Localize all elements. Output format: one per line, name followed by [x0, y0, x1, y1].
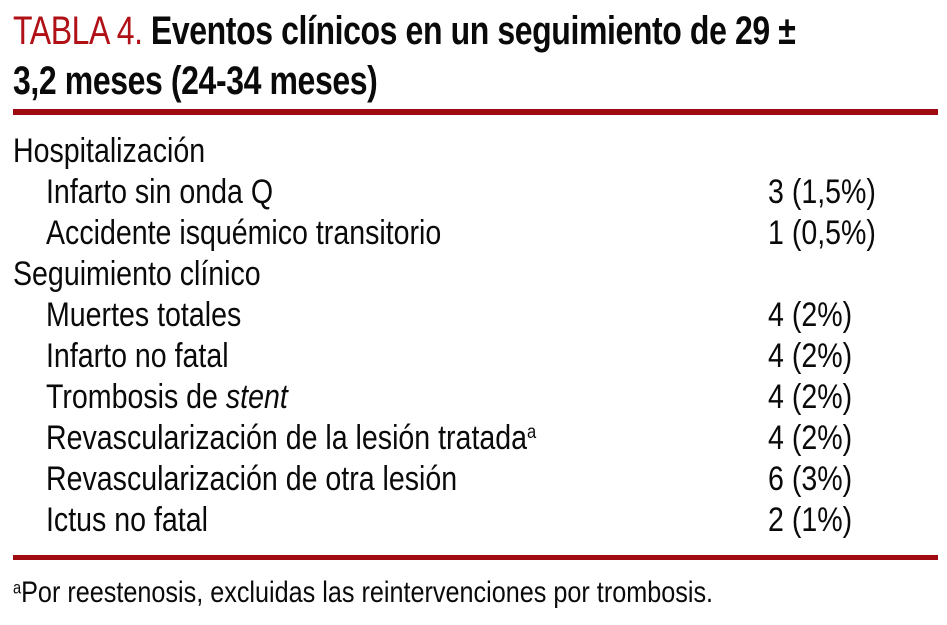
- bottom-divider: [13, 555, 938, 560]
- row-label-text: Revascularización de la lesión tratada: [46, 419, 528, 457]
- table-row: Ictus no fatal 2 (1%): [13, 500, 938, 541]
- table-title-line-2: 3,2 meses (24-34 meses): [13, 56, 938, 106]
- top-divider: [13, 109, 938, 115]
- table-row: Muertes totales 4 (2%): [13, 295, 938, 336]
- row-label: Muertes totales: [46, 296, 242, 334]
- row-label: Infarto sin onda Q: [46, 173, 274, 211]
- row-value: 4 (2%): [768, 337, 853, 375]
- table-footnote: aPor reestenosis, excluidas las reinterv…: [13, 573, 938, 613]
- table-title-text-2: 3,2 meses (24-34 meses): [13, 59, 378, 103]
- table-row: Revascularización de otra lesión 6 (3%): [13, 459, 938, 500]
- table-row: Revascularización de la lesión tratadaa …: [13, 418, 938, 459]
- row-value: 4 (2%): [768, 419, 853, 457]
- table-row: Infarto sin onda Q 3 (1,5%): [13, 172, 938, 213]
- row-label: Seguimiento clínico: [13, 255, 261, 293]
- row-value: 2 (1%): [768, 501, 853, 539]
- row-label: Ictus no fatal: [46, 501, 208, 539]
- row-label: Hospitalización: [13, 132, 206, 170]
- row-value: 6 (3%): [768, 460, 853, 498]
- footnote-marker: a: [13, 577, 22, 598]
- row-label: Revascularización de la lesión tratadaa: [46, 418, 536, 459]
- row-value: 1 (0,5%): [768, 214, 876, 252]
- table-row: Infarto no fatal 4 (2%): [13, 336, 938, 377]
- table-title-text-1: Eventos clínicos en un seguimiento de 29…: [150, 9, 796, 53]
- row-label: Trombosis de stent: [46, 377, 288, 418]
- table-row: Accidente isquémico transitorio 1 (0,5%): [13, 213, 938, 254]
- row-label: Accidente isquémico transitorio: [46, 214, 442, 252]
- row-label: Infarto no fatal: [46, 337, 229, 375]
- table-title-line-1: TABLA 4. Eventos clínicos en un seguimien…: [13, 6, 938, 56]
- footnote-marker: a: [527, 421, 537, 444]
- table-number-label: TABLA 4.: [13, 9, 143, 53]
- row-value: 4 (2%): [768, 296, 853, 334]
- table-row: Trombosis de stent 4 (2%): [13, 377, 938, 418]
- footnote-text: Por reestenosis, excluidas las reinterve…: [21, 576, 714, 609]
- table-row-section: Seguimiento clínico: [13, 254, 938, 295]
- row-value: 3 (1,5%): [768, 173, 876, 211]
- row-label: Revascularización de otra lesión: [46, 460, 458, 498]
- table-title: TABLA 4. Eventos clínicos en un seguimien…: [13, 6, 938, 106]
- row-label-italic: stent: [225, 378, 288, 416]
- row-value: 4 (2%): [768, 378, 853, 416]
- row-label-text: Trombosis de: [46, 378, 226, 416]
- table-body: Hospitalización Infarto sin onda Q 3 (1,…: [13, 131, 938, 541]
- table-row-section: Hospitalización: [13, 131, 938, 172]
